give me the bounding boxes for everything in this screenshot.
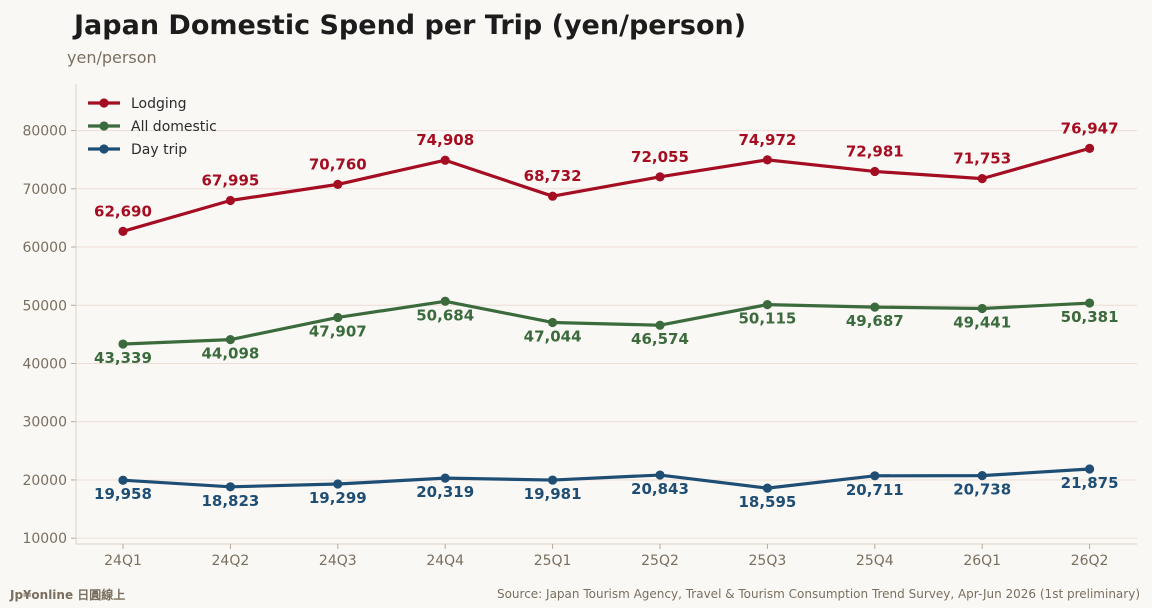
data-point-lodging bbox=[655, 172, 665, 182]
data-label-lodging: 71,753 bbox=[953, 150, 1011, 168]
data-label-day-trip: 20,738 bbox=[953, 481, 1011, 499]
data-point-lodging bbox=[225, 195, 235, 206]
data-point-all-domestic bbox=[118, 339, 128, 349]
data-label-day-trip: 19,981 bbox=[524, 485, 582, 503]
x-tick-label: 25Q3 bbox=[749, 553, 787, 569]
data-point-all-domestic bbox=[333, 312, 343, 323]
data-label-lodging: 62,690 bbox=[94, 202, 152, 220]
data-label-day-trip: 19,299 bbox=[309, 489, 367, 507]
gridlines bbox=[76, 130, 1137, 539]
source-note: Source: Japan Tourism Agency, Travel & T… bbox=[496, 587, 1140, 601]
x-tick-label: 24Q3 bbox=[319, 553, 357, 569]
data-label-all-domestic: 47,044 bbox=[524, 327, 582, 345]
axes: 10000 20000 30000 40000 50000 60000 70000 80000… bbox=[22, 84, 1137, 569]
data-label-all-domestic: 47,907 bbox=[309, 322, 367, 340]
data-label-all-domestic: 49,687 bbox=[846, 312, 904, 330]
x-tick-label: 24Q4 bbox=[426, 553, 464, 569]
data-point-all-domestic bbox=[548, 317, 558, 328]
data-label-lodging: 74,972 bbox=[738, 131, 796, 149]
brand-logo-text: Jp¥online 日圓線上 bbox=[10, 588, 126, 602]
legend-marker-all-domestic bbox=[99, 121, 109, 131]
legend-marker-lodging bbox=[99, 98, 109, 108]
data-point-day-trip bbox=[977, 471, 987, 481]
data-label-all-domestic: 50,684 bbox=[416, 306, 474, 324]
data-label-day-trip: 20,711 bbox=[846, 481, 904, 499]
legend-label-lodging: Lodging bbox=[131, 96, 187, 112]
data-point-all-domestic bbox=[225, 335, 235, 345]
data-point-all-domestic bbox=[762, 299, 773, 310]
data-label-all-domestic: 44,098 bbox=[201, 345, 259, 363]
data-point-all-domestic bbox=[870, 302, 880, 312]
data-point-day-trip bbox=[225, 482, 235, 492]
data-label-lodging: 72,981 bbox=[846, 142, 904, 160]
data-point-lodging bbox=[762, 155, 773, 165]
data-label-day-trip: 21,875 bbox=[1061, 474, 1119, 492]
data-point-all-domestic bbox=[655, 320, 665, 330]
data-label-all-domestic: 50,115 bbox=[738, 310, 796, 328]
data-point-day-trip bbox=[440, 473, 450, 483]
y-tick-label: 30000 bbox=[22, 415, 67, 431]
data-point-lodging bbox=[1085, 143, 1095, 153]
data-label-day-trip: 20,843 bbox=[631, 480, 689, 498]
data-label-day-trip: 18,595 bbox=[738, 493, 796, 511]
data-label-all-domestic: 43,339 bbox=[94, 349, 152, 367]
data-label-lodging: 76,947 bbox=[1061, 119, 1119, 137]
data-point-day-trip bbox=[762, 483, 773, 493]
data-point-all-domestic bbox=[977, 303, 987, 314]
y-tick-label: 10000 bbox=[22, 531, 67, 547]
series-lines bbox=[118, 143, 1095, 493]
x-tick-label: 24Q1 bbox=[104, 553, 142, 569]
x-tick-label: 25Q1 bbox=[534, 553, 572, 569]
data-point-lodging bbox=[870, 166, 880, 177]
data-point-day-trip bbox=[1085, 464, 1095, 474]
data-label-all-domestic: 49,441 bbox=[953, 314, 1011, 332]
x-tick-label: 26Q2 bbox=[1071, 553, 1109, 569]
data-label-day-trip: 18,823 bbox=[201, 492, 259, 510]
data-label-day-trip: 20,319 bbox=[416, 483, 474, 501]
data-label-lodging: 68,732 bbox=[524, 167, 582, 185]
data-point-day-trip bbox=[548, 475, 558, 485]
y-tick-label: 50000 bbox=[22, 298, 67, 314]
chart-title: Japan Domestic Spend per Trip (yen/perso… bbox=[74, 10, 747, 41]
y-tick-label: 60000 bbox=[22, 240, 67, 256]
y-tick-label: 70000 bbox=[22, 182, 67, 198]
data-label-lodging: 67,995 bbox=[201, 171, 259, 189]
data-point-day-trip bbox=[870, 471, 880, 481]
data-point-day-trip bbox=[655, 470, 665, 480]
data-label-all-domestic: 50,381 bbox=[1061, 308, 1119, 326]
data-label-day-trip: 19,958 bbox=[94, 485, 152, 503]
legend-label-day-trip: Day trip bbox=[131, 142, 187, 158]
data-point-lodging bbox=[118, 226, 128, 236]
series-line-all-domestic bbox=[121, 299, 1092, 346]
legend: Lodging All domestic Day trip bbox=[88, 96, 217, 158]
y-axis-unit-label: yen/person bbox=[67, 48, 157, 67]
data-label-lodging: 74,908 bbox=[416, 131, 474, 149]
data-label-lodging: 72,055 bbox=[631, 148, 689, 166]
data-label-lodging: 70,760 bbox=[309, 155, 367, 173]
data-label-all-domestic: 46,574 bbox=[631, 330, 689, 348]
line-chart: 10000 20000 30000 40000 50000 60000 70000 80000… bbox=[22, 84, 1137, 569]
legend-label-all-domestic: All domestic bbox=[131, 119, 217, 135]
x-tick-label: 24Q2 bbox=[212, 553, 250, 569]
legend-marker-day-trip bbox=[99, 144, 109, 154]
y-tick-label: 20000 bbox=[22, 473, 67, 489]
x-tick-label: 26Q1 bbox=[963, 553, 1001, 569]
data-point-all-domestic bbox=[1085, 298, 1095, 308]
data-point-lodging bbox=[333, 179, 343, 189]
data-point-lodging bbox=[548, 191, 558, 201]
y-tick-label: 80000 bbox=[22, 124, 67, 140]
data-point-all-domestic bbox=[440, 296, 450, 306]
data-point-day-trip bbox=[118, 475, 128, 485]
data-point-lodging bbox=[440, 155, 450, 165]
data-point-day-trip bbox=[333, 479, 343, 489]
y-tick-label: 40000 bbox=[22, 356, 67, 372]
data-labels: 62,690 67,995 70,760 74,908 68,732 72,055 74,9… bbox=[94, 119, 1118, 511]
data-point-lodging bbox=[977, 174, 987, 184]
x-tick-label: 25Q2 bbox=[641, 553, 679, 569]
series-line-day-trip bbox=[121, 467, 1092, 490]
x-tick-label: 25Q4 bbox=[856, 553, 894, 569]
series-line-lodging bbox=[121, 146, 1092, 233]
